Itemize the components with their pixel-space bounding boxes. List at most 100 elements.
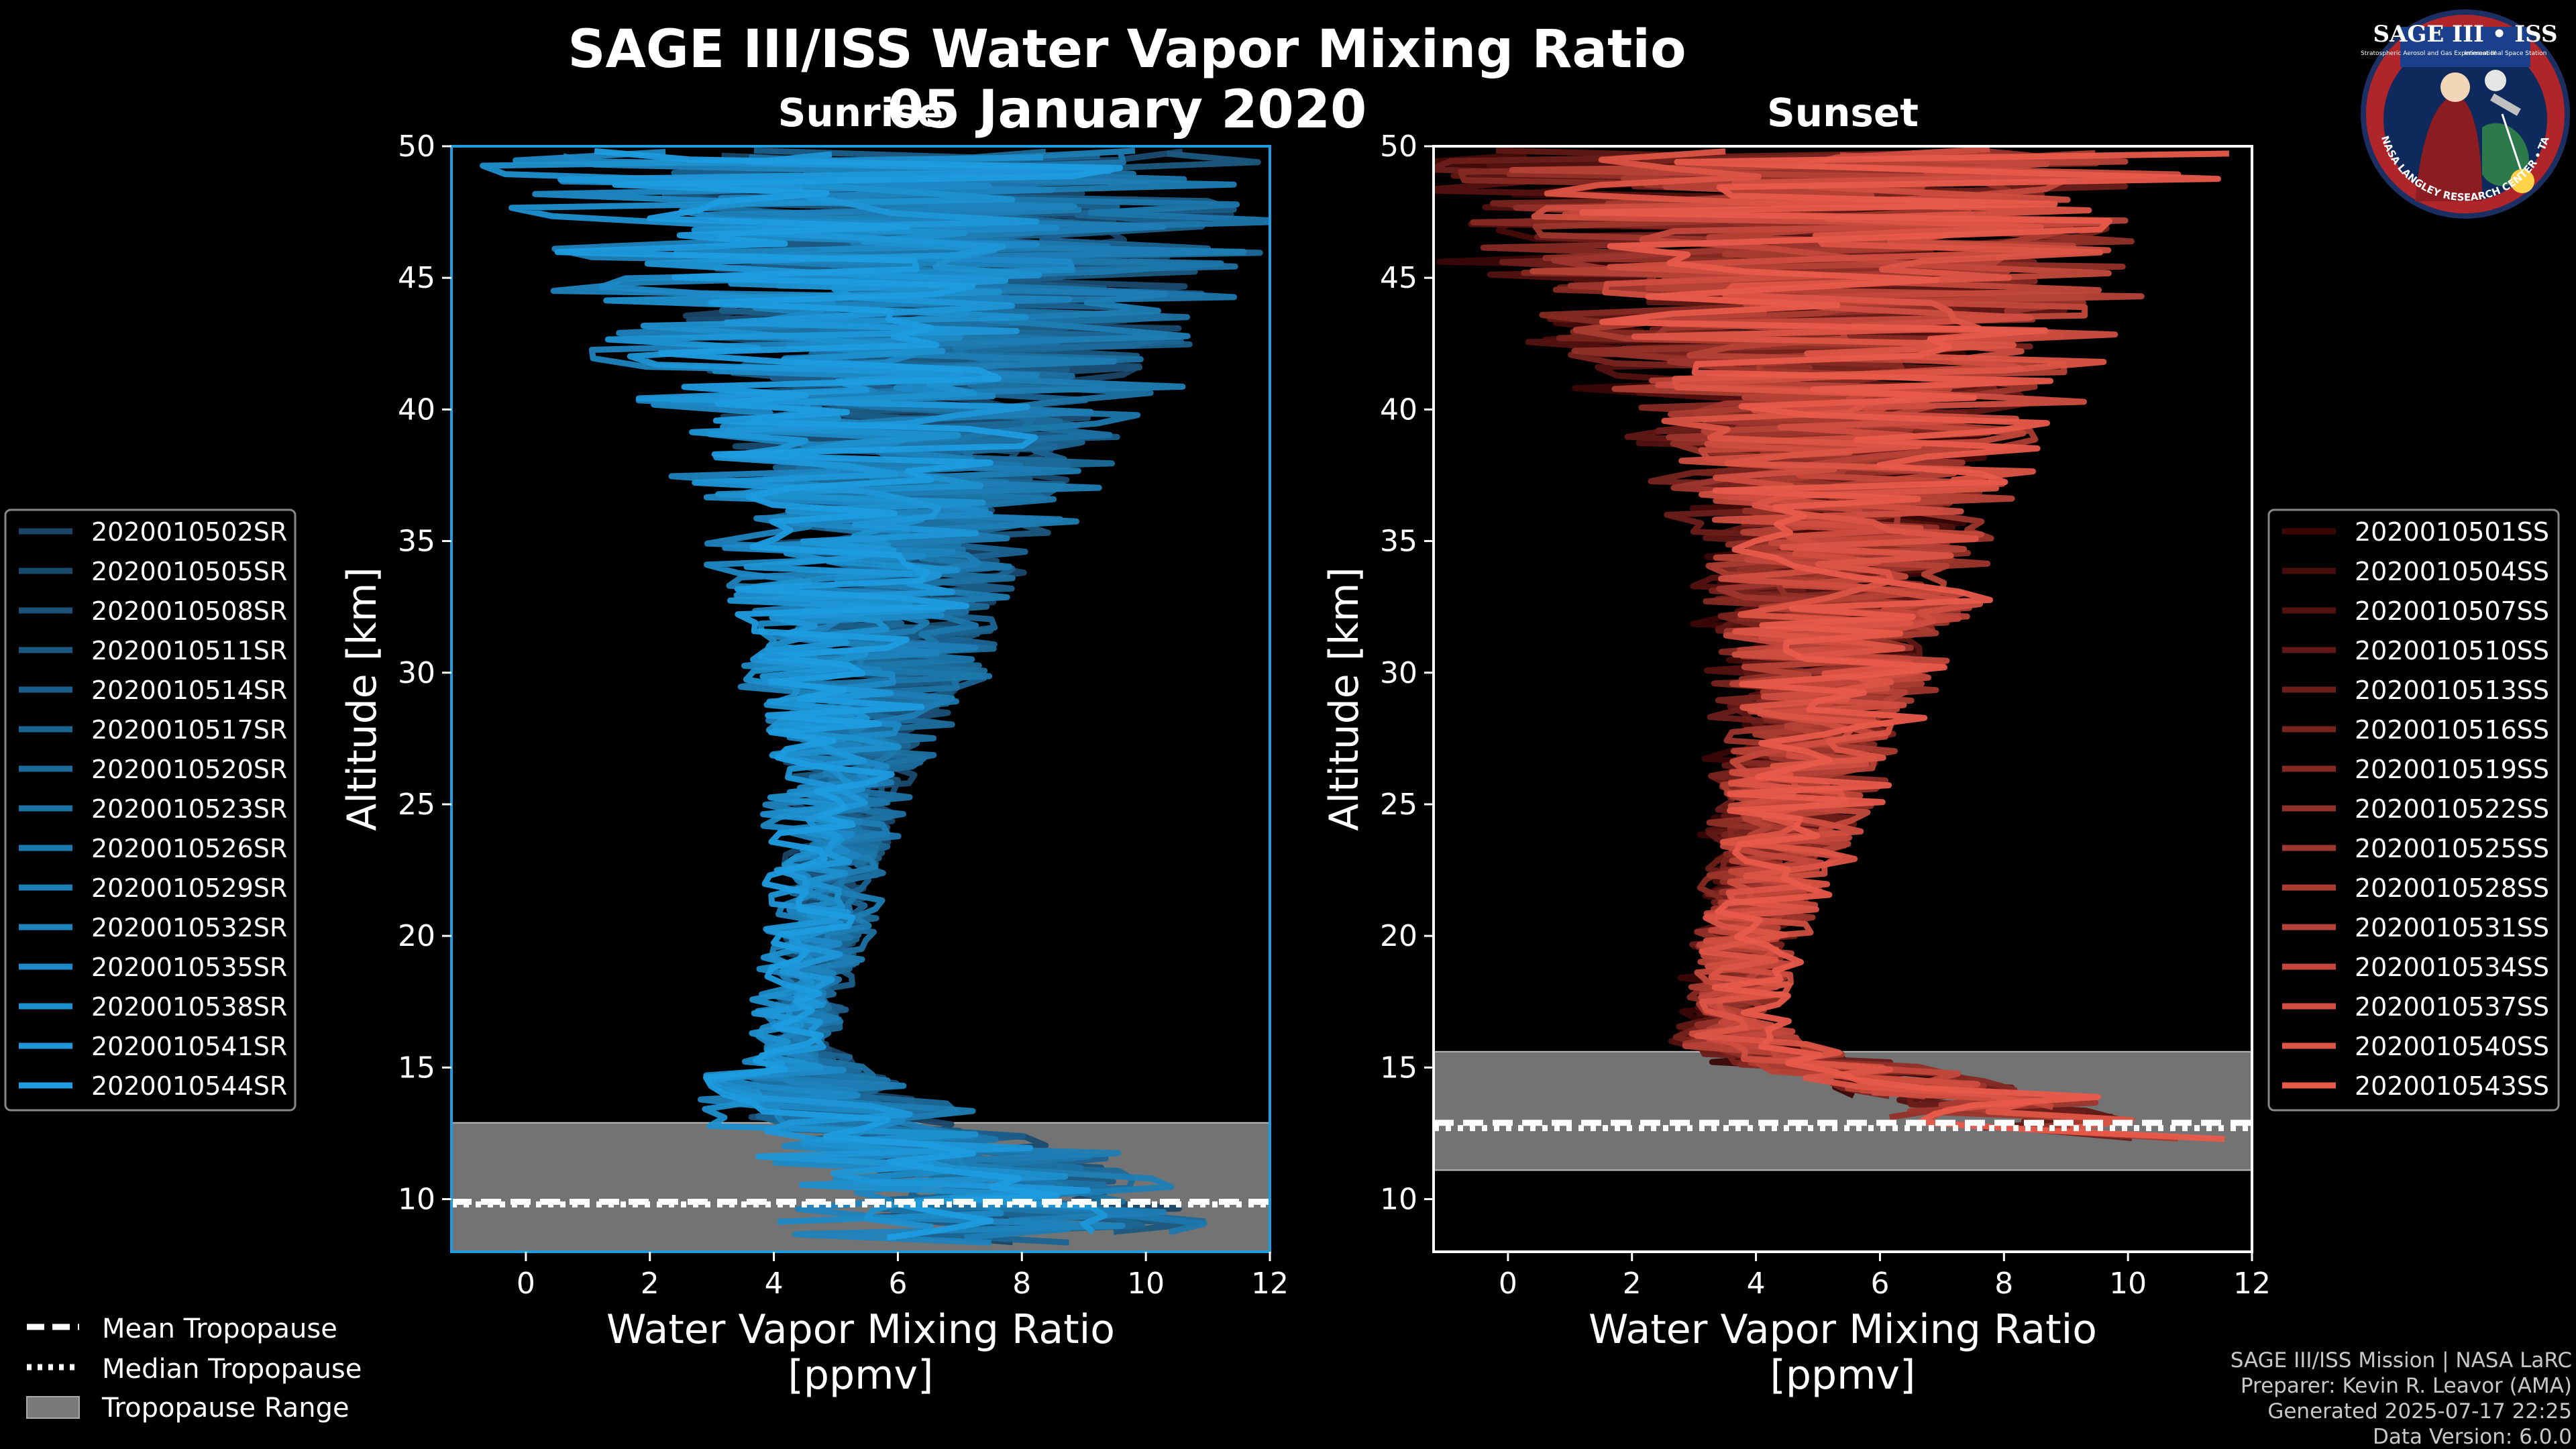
sunset-axes-frame: [1432, 145, 2253, 1253]
logo-subtitle-1: Stratospheric Aerosol and Gas Experiment…: [2361, 50, 2496, 57]
sunrise-panel: 0 2 4 6 8 10 12 10 15 20 25 30 35 40 45 50 Water Vapor …: [339, 129, 1289, 1399]
sunset-legend-label: 2020010540SS: [2355, 1032, 2549, 1061]
mean-tropopause-label: Mean Tropopause: [102, 1313, 337, 1344]
sunrise-ytick-label: 10: [398, 1183, 435, 1217]
logo-beam-line: [2501, 113, 2524, 175]
sunrise-legend-label: 2020010502SR: [91, 517, 287, 547]
sunrise-ytick-label: 40: [398, 392, 435, 427]
sunrise-xtick-label: 6: [888, 1267, 907, 1301]
tropopause-legend: Mean Tropopause Median Tropopause Tropop…: [26, 1313, 362, 1424]
sunrise-xtick-label: 2: [641, 1267, 659, 1301]
sunset-ytick-label: 15: [1380, 1051, 1417, 1085]
footer-generated: Generated 2025-07-17 22:25: [2267, 1399, 2572, 1424]
sunset-series-line-2020010543SS: [1579, 150, 2229, 1142]
sunrise-ytick-label: 15: [398, 1051, 435, 1085]
sunset-ytick-label: 10: [1380, 1183, 1417, 1217]
sunrise-ytick-label: 30: [398, 656, 435, 690]
sunrise-legend-label: 2020010523SR: [91, 794, 287, 824]
sunrise-legend-label: 2020010520SR: [91, 755, 287, 784]
sunrise-xtick-label: 4: [765, 1267, 784, 1301]
logo-figure-head: [2440, 72, 2470, 102]
sunrise-ylabel: Altitude [km]: [339, 567, 386, 831]
sunrise-ticks: 0 2 4 6 8 10 12 10 15 20 25 30 35 40 45 50: [398, 129, 1289, 1301]
sunset-xtick-label: 8: [1994, 1267, 2013, 1301]
sunrise-ytick-label: 50: [398, 129, 435, 164]
sunrise-xlabel-line1: Water Vapor Mixing Ratio: [606, 1306, 1115, 1353]
figure-date: 05 January 2020: [888, 80, 1367, 140]
sunrise-ytick-label: 25: [398, 788, 435, 822]
sunset-legend-label: 2020010516SS: [2355, 715, 2549, 745]
logo-iss-icon: [2490, 93, 2521, 116]
sunset-ytick-label: 45: [1380, 261, 1417, 295]
sunset-legend-label: 2020010510SS: [2355, 636, 2549, 665]
sunset-legend-label: 2020010501SS: [2355, 517, 2549, 547]
sunset-legend-label: 2020010507SS: [2355, 596, 2549, 626]
median-tropopause-label: Median Tropopause: [102, 1354, 362, 1385]
sunrise-legend-label: 2020010508SR: [91, 596, 287, 626]
sunset-xtick-label: 4: [1747, 1267, 1766, 1301]
sunset-legend-label: 2020010537SS: [2355, 992, 2549, 1022]
sunset-legend-label: 2020010504SS: [2355, 557, 2549, 586]
sunrise-legend-frame: [4, 508, 297, 1112]
sunrise-legend-label: 2020010538SR: [91, 992, 287, 1022]
sunrise-legend-label: 2020010526SR: [91, 834, 287, 863]
sunrise-ytick-label: 35: [398, 525, 435, 559]
sunrise-xtick-label: 0: [517, 1267, 535, 1301]
sunset-xtick-label: 10: [2109, 1267, 2147, 1301]
sunrise-legend-label: 2020010529SR: [91, 873, 287, 903]
sunset-legend-label: 2020010522SS: [2355, 794, 2549, 824]
sunset-plot-area: [1434, 146, 2252, 1171]
sunset-ytick-label: 20: [1380, 919, 1417, 953]
tropopause-range-label: Tropopause Range: [101, 1393, 350, 1424]
logo-banner: [2400, 27, 2530, 67]
sunset-legend-label: 2020010513SS: [2355, 676, 2549, 705]
sunrise-xtick-label: 8: [1012, 1267, 1031, 1301]
sunrise-legend: 2020010502SR 2020010505SR 2020010508SR 2020…: [4, 508, 297, 1112]
sunrise-axes-frame: [450, 145, 1271, 1253]
sunrise-legend-label: 2020010505SR: [91, 557, 287, 586]
footer-mission: SAGE III/ISS Mission | NASA LaRC: [2231, 1348, 2572, 1373]
sunset-ylabel: Altitude [km]: [1321, 567, 1368, 831]
logo-title: SAGE III • ISS: [2373, 21, 2557, 48]
sunrise-xlabel-line2: [ppmv]: [788, 1352, 934, 1399]
sunset-xtick-label: 2: [1623, 1267, 1642, 1301]
sunset-xlabel-line1: Water Vapor Mixing Ratio: [1589, 1306, 2097, 1353]
tropopause-range-swatch: [26, 1396, 80, 1419]
sunset-subtitle: Sunset: [1767, 90, 1919, 136]
sunrise-legend-label: 2020010532SR: [91, 913, 287, 943]
sunset-ticks: 0 2 4 6 8 10 12 10 15 20 25 30 35 40 45 50: [1380, 129, 2271, 1301]
sunset-ytick-label: 50: [1380, 129, 1417, 164]
sunrise-legend-label: 2020010517SR: [91, 715, 287, 745]
footer-data-version: Data Version: 6.0.0: [2373, 1425, 2572, 1449]
sunrise-series-line-2020010544SR: [554, 148, 1124, 1241]
footer-credits: SAGE III/ISS Mission | NASA LaRC Prepare…: [2231, 1348, 2572, 1449]
sunset-ytick-label: 40: [1380, 392, 1417, 427]
footer-preparer: Preparer: Kevin R. Leavor (AMA): [2241, 1374, 2572, 1398]
sunrise-xtick-label: 10: [1127, 1267, 1165, 1301]
sunset-legend-label: 2020010534SS: [2355, 953, 2549, 982]
sunset-ytick-label: 35: [1380, 525, 1417, 559]
logo-subtitle-2: International Space Station: [2465, 50, 2547, 57]
sunset-xtick-label: 6: [1870, 1267, 1889, 1301]
sunset-xlabel-line2: [ppmv]: [1770, 1352, 1916, 1399]
sunset-legend-label: 2020010519SS: [2355, 755, 2549, 784]
sunset-legend-label: 2020010543SS: [2355, 1071, 2549, 1101]
sunset-xtick-label: 12: [2233, 1267, 2271, 1301]
figure-title: SAGE III/ISS Water Vapor Mixing Ratio: [568, 19, 1686, 80]
sunrise-xtick-label: 12: [1251, 1267, 1289, 1301]
sunrise-legend-label: 2020010511SR: [91, 636, 287, 665]
sunset-legend: 2020010501SS 2020010504SS 2020010507SS 2020…: [2267, 508, 2560, 1112]
sunrise-legend-label: 2020010544SR: [91, 1071, 287, 1101]
sunset-legend-label: 2020010531SS: [2355, 913, 2549, 943]
sunset-legend-label: 2020010528SS: [2355, 873, 2549, 903]
sunrise-legend-label: 2020010541SR: [91, 1032, 287, 1061]
sunrise-plot-area: [451, 148, 1270, 1252]
logo-moon-icon: [2485, 70, 2506, 91]
sunset-legend-label: 2020010525SS: [2355, 834, 2549, 863]
sunset-ytick-label: 30: [1380, 656, 1417, 690]
sunrise-legend-label: 2020010514SR: [91, 676, 287, 705]
sunrise-ytick-label: 45: [398, 261, 435, 295]
sunset-ytick-label: 25: [1380, 788, 1417, 822]
